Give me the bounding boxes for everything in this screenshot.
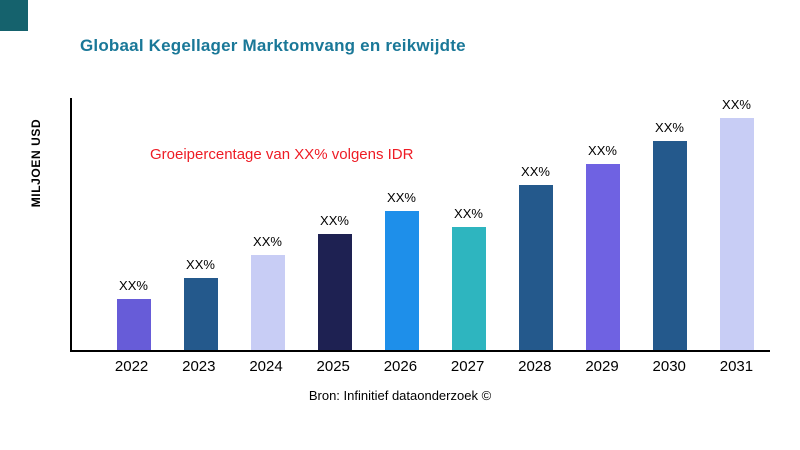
- bar-2028: [518, 185, 553, 350]
- bar-2022: [116, 299, 151, 350]
- bar-group-2028: XX%: [502, 164, 569, 350]
- bar-value-label: XX%: [320, 213, 349, 228]
- plot-area: XX% XX% XX% XX% XX% XX% XX% XX% XX% XX%: [70, 97, 770, 352]
- growth-annotation: Groeipercentage van XX% volgens IDR: [150, 146, 414, 163]
- bar-group-2027: XX%: [435, 206, 502, 350]
- bar-value-label: XX%: [387, 190, 416, 205]
- x-tick-2023: 2023: [182, 358, 216, 375]
- chart-title: Globaal Kegellager Marktomvang en reikwi…: [80, 36, 466, 55]
- bar-group-2023: XX%: [167, 257, 234, 350]
- bar-2030: [652, 141, 687, 350]
- x-tick-2028: 2028: [518, 358, 552, 375]
- bar-2025: [317, 234, 352, 350]
- x-tick-2024: 2024: [249, 358, 283, 375]
- brand-square: [0, 0, 28, 31]
- bar-2026: [384, 211, 419, 350]
- bar-value-label: XX%: [722, 97, 751, 112]
- bar-value-label: XX%: [253, 234, 282, 249]
- bar-group-2026: XX%: [368, 190, 435, 350]
- bar-value-label: XX%: [119, 278, 148, 293]
- bar-group-2024: XX%: [234, 234, 301, 350]
- bar-2029: [585, 164, 620, 350]
- x-tick-2026: 2026: [383, 358, 418, 375]
- x-tick-2022: 2022: [114, 358, 149, 375]
- bar-group-2029: XX%: [569, 143, 636, 350]
- bar-value-label: XX%: [655, 120, 684, 135]
- x-tick-2031: 2031: [719, 358, 754, 375]
- x-tick-2027: 2027: [450, 358, 485, 375]
- bar-group-2022: XX%: [100, 278, 167, 350]
- bar-value-label: XX%: [186, 257, 215, 272]
- bar-group-2030: XX%: [636, 120, 703, 350]
- x-tick-2025: 2025: [316, 358, 350, 375]
- bar-group-2025: XX%: [301, 213, 368, 350]
- bar-2031: [719, 118, 754, 350]
- bar-2027: [451, 227, 486, 350]
- x-tick-2029: 2029: [585, 358, 619, 375]
- bar-value-label: XX%: [521, 164, 550, 179]
- source-caption: Bron: Infinitief dataonderzoek ©: [308, 388, 492, 403]
- x-tick-2030: 2030: [652, 358, 686, 375]
- bar-value-label: XX%: [454, 206, 483, 221]
- x-axis-labels: 2022 2023 2024 2025 2026 2027 2028 2029 2030 2031: [70, 358, 770, 375]
- bar-group-2031: XX%: [703, 97, 770, 350]
- bar-value-label: XX%: [588, 143, 617, 158]
- y-axis-label: MILJOEN USD: [29, 118, 43, 208]
- bar-2024: [250, 255, 285, 350]
- bar-2023: [183, 278, 218, 350]
